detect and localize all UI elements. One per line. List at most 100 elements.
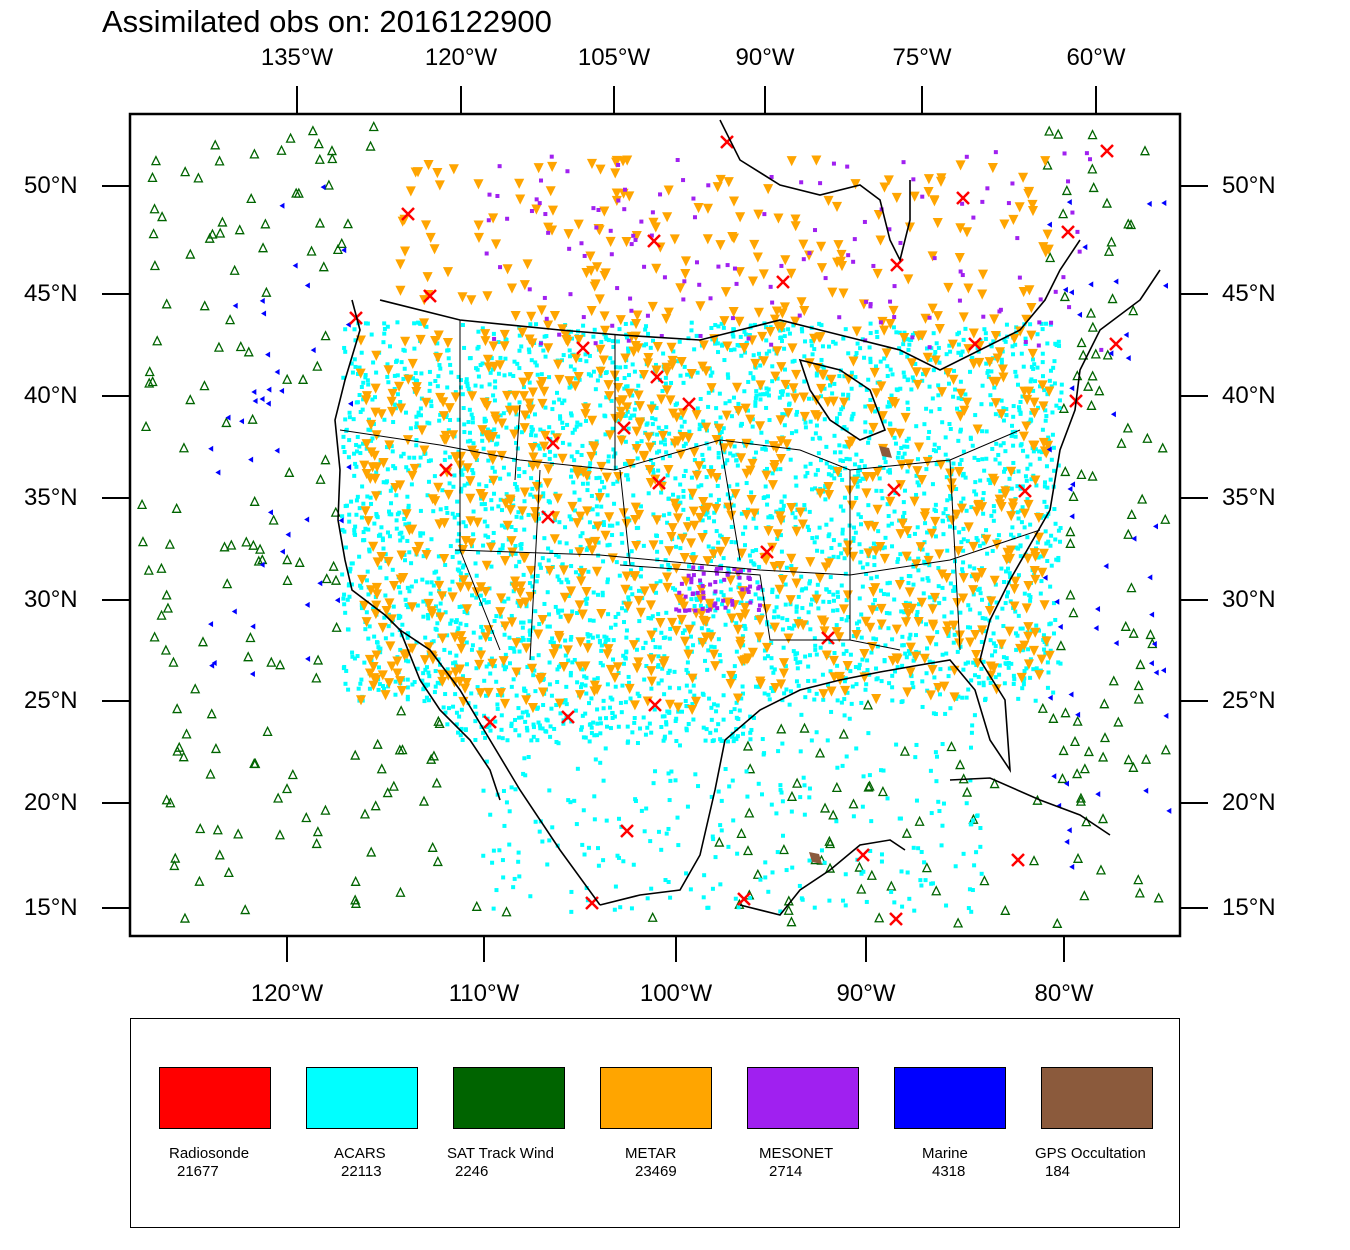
acars-obs bbox=[493, 719, 498, 724]
acars-obs bbox=[648, 345, 653, 350]
metar-obs bbox=[932, 218, 943, 229]
metar-obs bbox=[791, 369, 802, 380]
metar-obs bbox=[737, 591, 748, 602]
metar-obs bbox=[618, 508, 629, 519]
acars-obs bbox=[495, 693, 500, 698]
acars-obs bbox=[774, 467, 779, 472]
acars-obs bbox=[353, 532, 358, 537]
acars-obs bbox=[1053, 521, 1058, 526]
acars-obs bbox=[637, 619, 642, 624]
acars-obs bbox=[438, 662, 443, 667]
acars-obs bbox=[764, 338, 769, 343]
metar-obs bbox=[594, 493, 605, 504]
metar-obs bbox=[531, 204, 542, 215]
mesonet-obs bbox=[762, 212, 767, 217]
acars-obs bbox=[608, 705, 613, 710]
metar-obs bbox=[977, 269, 989, 280]
metar-obs bbox=[999, 219, 1010, 230]
metar-obs bbox=[1015, 643, 1026, 654]
acars-obs bbox=[448, 650, 453, 655]
acars-obs bbox=[1056, 555, 1061, 560]
acars-obs bbox=[1016, 613, 1021, 618]
acars-obs bbox=[1048, 543, 1053, 548]
acars-obs bbox=[659, 490, 664, 495]
acars-obs bbox=[948, 493, 953, 498]
acars-obs bbox=[518, 638, 523, 643]
mesonet-obs bbox=[756, 586, 761, 591]
marine-obs bbox=[1113, 278, 1119, 285]
acars-obs bbox=[814, 535, 819, 540]
acars-obs bbox=[719, 430, 724, 435]
acars-obs bbox=[943, 435, 948, 440]
sat-wind-obs bbox=[1069, 735, 1081, 747]
acars-obs bbox=[663, 375, 668, 380]
metar-obs bbox=[558, 565, 569, 576]
acars-obs bbox=[348, 566, 353, 571]
acars-obs bbox=[922, 491, 927, 496]
acars-obs bbox=[750, 549, 755, 554]
acars-obs bbox=[685, 804, 690, 809]
acars-obs bbox=[993, 675, 998, 680]
acars-obs bbox=[605, 577, 610, 582]
acars-obs bbox=[814, 371, 819, 376]
acars-obs bbox=[421, 554, 426, 559]
metar-obs bbox=[914, 442, 925, 453]
acars-obs bbox=[956, 396, 961, 401]
acars-obs bbox=[1013, 609, 1018, 614]
acars-obs bbox=[442, 647, 447, 652]
acars-obs bbox=[496, 371, 501, 376]
acars-obs bbox=[500, 543, 505, 548]
sat-wind-obs bbox=[432, 855, 443, 867]
acars-obs bbox=[835, 765, 840, 770]
metar-obs bbox=[790, 214, 801, 225]
acars-obs bbox=[586, 372, 591, 377]
acars-obs bbox=[782, 334, 787, 339]
acars-obs bbox=[403, 597, 408, 602]
sat-wind-obs bbox=[1059, 290, 1070, 302]
acars-obs bbox=[658, 440, 663, 445]
acars-obs bbox=[741, 731, 746, 736]
marine-obs bbox=[232, 302, 238, 309]
acars-obs bbox=[1050, 410, 1055, 415]
acars-obs bbox=[873, 409, 878, 414]
acars-obs bbox=[505, 738, 510, 743]
acars-obs bbox=[807, 858, 812, 863]
metar-obs bbox=[500, 555, 511, 567]
metar-obs bbox=[539, 386, 550, 397]
acars-obs bbox=[672, 669, 677, 674]
acars-obs bbox=[859, 700, 864, 705]
acars-obs bbox=[957, 530, 962, 535]
metar-obs bbox=[496, 593, 507, 604]
marine-obs bbox=[279, 202, 285, 209]
acars-obs bbox=[424, 324, 429, 329]
acars-obs bbox=[501, 875, 506, 880]
acars-obs bbox=[1014, 374, 1019, 379]
acars-obs bbox=[716, 455, 721, 460]
metar-obs bbox=[539, 441, 550, 452]
metar-obs bbox=[499, 341, 510, 352]
acars-obs bbox=[785, 617, 790, 622]
metar-obs bbox=[502, 264, 513, 275]
acars-obs bbox=[864, 387, 869, 392]
metar-obs bbox=[680, 636, 691, 647]
acars-obs bbox=[551, 400, 556, 405]
metar-obs bbox=[814, 573, 825, 584]
metar-obs bbox=[457, 292, 468, 303]
acars-obs bbox=[405, 585, 410, 590]
sat-wind-obs bbox=[205, 768, 216, 779]
acars-obs bbox=[442, 457, 447, 462]
marine-obs bbox=[1070, 481, 1076, 488]
acars-obs bbox=[404, 465, 409, 470]
acars-obs bbox=[802, 812, 807, 817]
acars-obs bbox=[428, 591, 433, 596]
acars-obs bbox=[592, 733, 597, 738]
acars-obs bbox=[518, 543, 523, 548]
acars-obs bbox=[893, 669, 898, 674]
sat-wind-obs bbox=[1123, 218, 1134, 229]
acars-obs bbox=[532, 668, 537, 673]
acars-obs bbox=[713, 608, 718, 613]
acars-obs bbox=[1048, 621, 1053, 626]
metar-obs bbox=[755, 676, 766, 687]
metar-obs bbox=[907, 603, 918, 614]
acars-obs bbox=[500, 546, 505, 551]
